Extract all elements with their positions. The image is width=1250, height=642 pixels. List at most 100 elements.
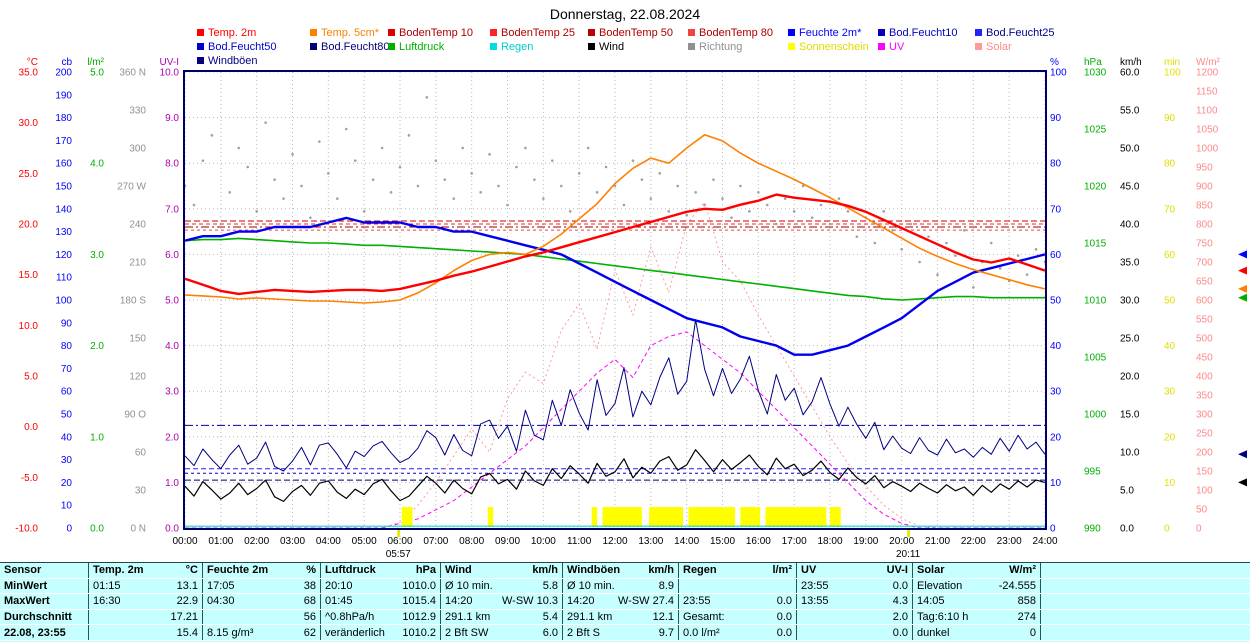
axis-tick-label: 160: [55, 159, 72, 170]
axis-cb: cb20019018017016015014013012011010090807…: [55, 57, 72, 535]
axis-tick-label: 10: [61, 501, 73, 512]
legend-item-bod-feucht25: Bod.Feucht25: [975, 27, 1055, 39]
axis-tick-label: 650: [1196, 277, 1213, 288]
axis-tick-label: 100: [1196, 486, 1213, 497]
axis-tick-label: 5.0: [90, 68, 104, 79]
time-tick-label: 02:00: [244, 536, 269, 547]
axis-tick-label: 2.0: [165, 432, 179, 443]
axis-tick-label: 40: [1164, 341, 1176, 352]
table-header-cell: Temp. 2m °C: [88, 563, 202, 578]
time-tick-label: 07:00: [423, 536, 448, 547]
series-temp2m: [184, 193, 1046, 296]
table-cell: 56: [202, 609, 320, 625]
legend-label: Bod.Feucht80: [321, 41, 390, 53]
time-axis-labels: 00:00 01:00 02:00 03:00 04:00 05:00 06:00 07:00…: [172, 536, 1057, 547]
legend-item-temp-5cm-: Temp. 5cm*: [310, 27, 379, 39]
axis-tick-label: 55.0: [1120, 106, 1140, 117]
axis-tick-label: 995: [1084, 467, 1101, 478]
axis-unit-label: hPa: [1084, 57, 1102, 68]
table-cell: 20:10 1010.0: [320, 578, 440, 594]
axis-tick-label: 8.0: [165, 159, 179, 170]
table-header-cell: Windböen km/h: [562, 563, 678, 578]
legend-label: Temp. 5cm*: [321, 27, 380, 39]
legend-label: Luftdruck: [399, 41, 445, 53]
table-cell: 14:20 W-SW 27.4: [562, 594, 678, 609]
axis-tick-label: 150: [55, 182, 72, 193]
axis-W/m²: W/m²120011501100105010009509008508007507…: [1196, 57, 1221, 535]
axis-tick-label: 20.0: [19, 220, 39, 231]
table-cell: 2.0: [796, 609, 912, 625]
axis-tick-label: 800: [1196, 220, 1213, 231]
axis-tick-label: 90: [61, 318, 73, 329]
table-cell: 16:30 22.9: [88, 594, 202, 609]
axis-tick-label: 4.0: [90, 159, 104, 170]
table-cell: 01:45 1015.4: [320, 594, 440, 609]
legend-item-windb-en: Windböen: [197, 55, 258, 67]
axis-tick-label: 60.0: [1120, 68, 1140, 79]
legend-color-swatch: [197, 43, 204, 50]
legend-item-sonnenschein: Sonnenschein: [788, 41, 869, 53]
legend-label: Windböen: [208, 55, 258, 67]
time-tick-label: 12:00: [602, 536, 627, 547]
axis-tick-label: 1015: [1084, 239, 1107, 250]
axis-tick-label: 100: [1050, 68, 1067, 79]
legend-label: Temp. 2m: [208, 27, 257, 39]
legend-color-swatch: [588, 29, 595, 36]
axis-tick-label: 20.0: [1120, 372, 1140, 383]
axis-tick-label: 70: [1050, 204, 1062, 215]
axis-tick-label: -10.0: [15, 524, 38, 535]
axis-tick-label: 40.0: [1120, 220, 1140, 231]
time-tick-label: 03:00: [280, 536, 305, 547]
axis-tick-label: 10: [1050, 478, 1062, 489]
legend-label: BodenTemp 50: [599, 27, 673, 39]
axis-tick-label: 1100: [1196, 106, 1218, 117]
axis-tick-label: 40: [1050, 341, 1062, 352]
legend-item-bodentemp-10: BodenTemp 10: [388, 27, 473, 39]
axis-tick-label: 1200: [1196, 68, 1219, 79]
axis-tick-label: 110: [56, 273, 72, 284]
table-cell: dunkel 0: [912, 625, 1040, 640]
table-filler-cell: [1040, 609, 1250, 625]
time-tick-label: 15:00: [710, 536, 735, 547]
axis-tick-label: 330: [129, 106, 146, 117]
legend-label: Regen: [501, 41, 534, 53]
series-temp5cm: [184, 134, 1046, 304]
sunrise-time: 05:57: [386, 549, 411, 560]
sensor-summary-table: Sensor Temp. 2m °C Feuchte 2m% Luftdruck hPa W…: [0, 562, 1250, 642]
axis-tick-label: 25.0: [1120, 334, 1140, 345]
axis-tick-label: 250: [1196, 429, 1213, 440]
legend-color-swatch: [310, 29, 317, 36]
time-tick-label: 23:00: [997, 536, 1022, 547]
axis-tick-label: 170: [55, 136, 72, 147]
legend-color-swatch: [197, 29, 204, 36]
axis-tick-label: 300: [1196, 410, 1213, 421]
axis-tick-label: 20: [1164, 432, 1176, 443]
axis-tick-label: 10.0: [19, 321, 39, 332]
legend-color-swatch: [878, 43, 885, 50]
axis-tick-label: 10.0: [160, 68, 180, 79]
legend-color-swatch: [197, 57, 204, 64]
axis-tick-label: 35.0: [1120, 258, 1140, 269]
sunset-time: 20:11: [896, 549, 921, 560]
axis-tick-label: 1025: [1084, 125, 1107, 136]
axis-tick-label: 7.0: [165, 204, 179, 215]
axis-tick-label: 70: [61, 364, 73, 375]
table-cell: 2 Bft SW 6.0: [440, 625, 562, 640]
axis-tick-label: 70: [1164, 204, 1176, 215]
table-row: MinWert 01:15 13.1 17:05 38 20:10 1010.0 Ø 10 m…: [0, 578, 1250, 595]
table-filler-cell: [1040, 594, 1250, 609]
axis-tick-label: 900: [1196, 182, 1213, 193]
axis-tick-label: 180 S: [120, 296, 146, 307]
axis-tick-label: 30: [61, 455, 73, 466]
axis-tick-label: 200: [1196, 448, 1213, 459]
axis-unit-label: W/m²: [1196, 57, 1221, 68]
axis-tick-label: 35.0: [19, 68, 39, 79]
axis-tick-label: 1000: [1084, 410, 1107, 421]
time-tick-label: 08:00: [459, 536, 484, 547]
legend-item-solar: Solar: [975, 41, 1012, 53]
axis-tick-label: 60: [135, 448, 147, 459]
legend-color-swatch: [388, 43, 395, 50]
axis-unit-label: km/h: [1120, 57, 1142, 68]
axis-tick-label: 1150: [1196, 87, 1218, 98]
